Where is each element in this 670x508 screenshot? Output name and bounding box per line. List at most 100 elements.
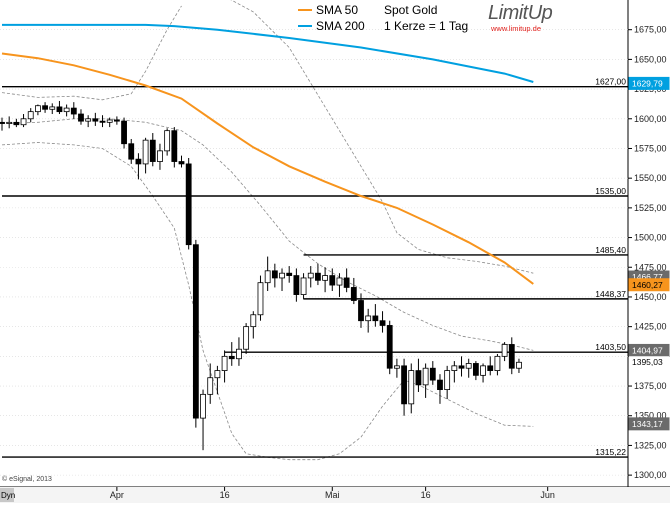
price-badge-label: 1466,77	[632, 272, 663, 282]
candle-down	[78, 113, 84, 122]
candle-down	[99, 120, 106, 123]
candle-down	[149, 139, 156, 162]
candle-up	[422, 367, 429, 386]
candle-down	[401, 365, 407, 405]
price-badge	[628, 278, 670, 292]
level-label: 1315,22	[595, 447, 626, 457]
brand-logo-wordmark: LimitUp	[488, 2, 553, 24]
price-badge-label: 1404,97	[632, 345, 663, 355]
price-badge-label: 1629,79	[632, 78, 663, 88]
legend-label-sma50: SMA 50	[316, 3, 358, 17]
candle-down	[42, 105, 48, 110]
price-tick-label: 1450,00	[634, 292, 667, 302]
candle-down	[13, 121, 20, 126]
candle-down	[0, 121, 5, 124]
candle-down	[415, 370, 422, 386]
candle-up	[20, 118, 27, 126]
time-tick-label: Jun	[540, 490, 555, 500]
price-tick-label: 1650,00	[634, 54, 667, 64]
price-tick-label: 1550,00	[634, 173, 667, 183]
bollinger-lower-band	[1, 142, 534, 461]
price-tick-label: 1600,00	[634, 114, 667, 124]
candle-down	[379, 320, 386, 326]
corner-tab[interactable]	[0, 488, 14, 502]
candle-up	[365, 315, 372, 322]
candle-up	[516, 361, 522, 369]
candle-down	[458, 365, 465, 369]
time-tick-label: 16	[220, 490, 230, 500]
chart-subtitle: 1 Kerze = 1 Tag	[384, 19, 468, 33]
candle-up	[336, 277, 343, 286]
price-tick-label: 1575,00	[634, 143, 667, 153]
price-tick-label: 1350,00	[634, 411, 667, 421]
bollinger-upper-band	[1, 5, 182, 101]
candle-up	[85, 118, 92, 122]
candle-up	[494, 355, 501, 371]
candle-up	[207, 377, 214, 395]
candle-up	[279, 272, 285, 279]
candle-up	[322, 275, 329, 281]
candle-down	[192, 244, 199, 419]
candle-up	[106, 119, 113, 123]
level-label: 1535,00	[595, 186, 626, 196]
price-badge	[628, 417, 670, 431]
level-label: 1485,40	[595, 245, 626, 255]
brand-logo-url: www.limitup.de	[490, 24, 541, 33]
candle-up	[63, 107, 70, 113]
moving-averages-layer	[1, 23, 534, 285]
legend: SMA 50 SMA 200 Spot Gold 1 Kerze = 1 Tag	[298, 3, 468, 33]
candle-up	[451, 365, 458, 371]
candle-up	[264, 270, 271, 284]
legend-label-sma200: SMA 200	[316, 19, 365, 33]
bollinger-upper-band	[230, 0, 534, 274]
level-label: 1403,50	[595, 342, 626, 352]
price-tick-label: 1425,00	[634, 322, 667, 332]
time-axis-layer: Apr 16 Mai 16 Jun	[110, 487, 555, 500]
price-badge-label: 1343,17	[632, 419, 663, 429]
plot-background	[0, 0, 628, 487]
candle-down	[128, 143, 135, 160]
corner-tab-label: Dyn	[1, 491, 15, 500]
candle-down	[329, 275, 336, 286]
candle-up	[307, 272, 314, 279]
candle-down	[135, 158, 142, 165]
price-tick-label: 1525,00	[634, 203, 667, 213]
sma50-line	[1, 52, 534, 285]
candle-down	[56, 106, 63, 113]
candle-down	[343, 277, 350, 288]
candle-down	[386, 325, 393, 369]
level-label: 1627,00	[595, 77, 626, 87]
candle-down	[437, 379, 443, 391]
price-tick-label: 1500,00	[634, 233, 667, 243]
sma200-line	[2, 23, 534, 83]
price-badge-label: 1395,03	[632, 357, 663, 367]
candle-up	[200, 393, 206, 419]
time-tick-label: Mai	[325, 490, 340, 500]
time-tick-label: 16	[421, 490, 431, 500]
candle-up	[444, 370, 451, 391]
candle-down	[315, 272, 321, 281]
price-badge-label: 1460,27	[632, 280, 663, 290]
candle-down	[286, 272, 293, 276]
candle-up	[35, 105, 41, 113]
candle-down	[472, 363, 479, 376]
candle-down	[271, 270, 278, 279]
horizontal-levels-layer: 1627,00 1535,00 1485,40 1448,37 1403,50 1315,…	[2, 77, 628, 458]
candle-down	[487, 365, 494, 371]
candle-up	[49, 106, 56, 110]
candle-up	[157, 150, 163, 162]
candle-up	[480, 365, 486, 376]
candle-down	[92, 118, 99, 122]
candle-down	[70, 107, 77, 115]
candle-down	[372, 315, 379, 322]
candles-layer	[0, 100, 522, 451]
candle-up	[257, 282, 264, 316]
candle-up	[501, 344, 508, 357]
price-tick-label: 1675,00	[634, 25, 667, 35]
candle-down	[178, 161, 185, 165]
candle-up	[393, 365, 400, 369]
candle-up	[6, 121, 13, 124]
price-tick-label: 1375,00	[634, 381, 667, 391]
